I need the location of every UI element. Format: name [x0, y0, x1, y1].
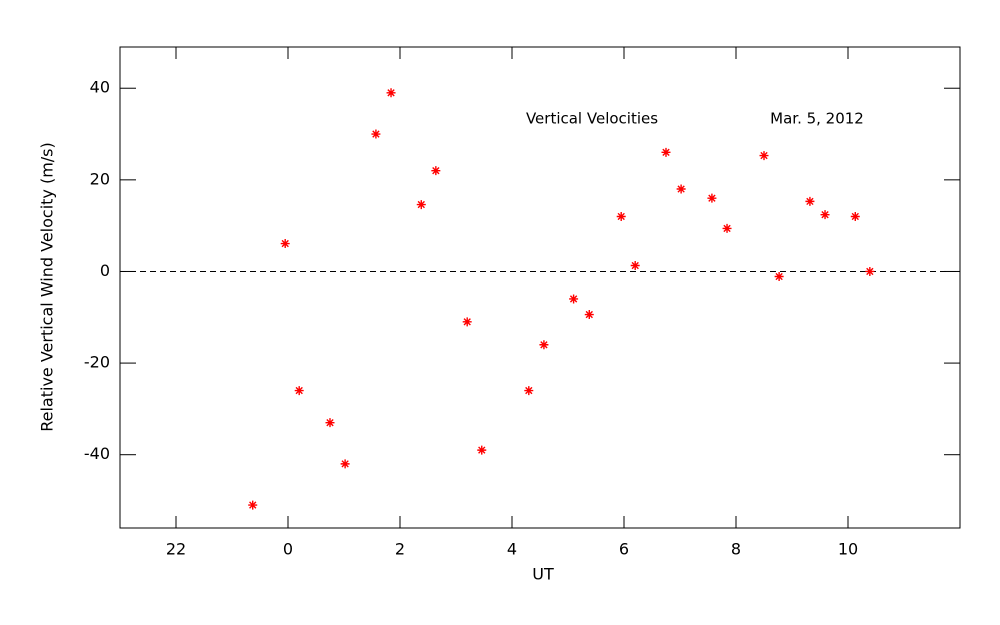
point	[294, 386, 304, 396]
y-axis-label: Relative Vertical Wind Velocity (m/s)	[38, 142, 57, 432]
annotation: Vertical Velocities	[526, 110, 658, 128]
point	[325, 418, 335, 428]
point	[416, 200, 426, 210]
point	[280, 239, 290, 249]
point	[676, 184, 686, 194]
point	[462, 317, 472, 327]
y-tick-label: 40	[90, 78, 110, 97]
point	[759, 151, 769, 161]
point	[850, 211, 860, 221]
point	[431, 166, 441, 176]
point	[630, 261, 640, 271]
x-tick-label: 4	[507, 540, 517, 559]
point	[371, 129, 381, 139]
x-tick-label: 6	[619, 540, 629, 559]
point	[539, 340, 549, 350]
plot-frame	[119, 46, 961, 529]
y-tick-label: 0	[100, 261, 110, 280]
point	[865, 266, 875, 276]
y-tick-label: 20	[90, 169, 110, 188]
point	[584, 310, 594, 320]
point	[569, 294, 579, 304]
point	[616, 211, 626, 221]
y-tick-label: -40	[84, 444, 110, 463]
point	[248, 500, 258, 510]
point	[524, 386, 534, 396]
x-tick-label: 10	[838, 540, 858, 559]
point	[661, 147, 671, 157]
y-tick-label: -20	[84, 353, 110, 372]
x-tick-label: 0	[283, 540, 293, 559]
point	[774, 272, 784, 282]
point	[477, 445, 487, 455]
point	[820, 210, 830, 220]
x-tick-label: 2	[395, 540, 405, 559]
point	[722, 223, 732, 233]
point	[707, 193, 717, 203]
x-tick-label: 8	[731, 540, 741, 559]
point	[386, 88, 396, 98]
annotation: Mar. 5, 2012	[770, 110, 864, 128]
point	[805, 196, 815, 206]
x-axis-label: UT	[532, 565, 554, 584]
x-tick-label: 22	[166, 540, 186, 559]
point	[340, 459, 350, 469]
